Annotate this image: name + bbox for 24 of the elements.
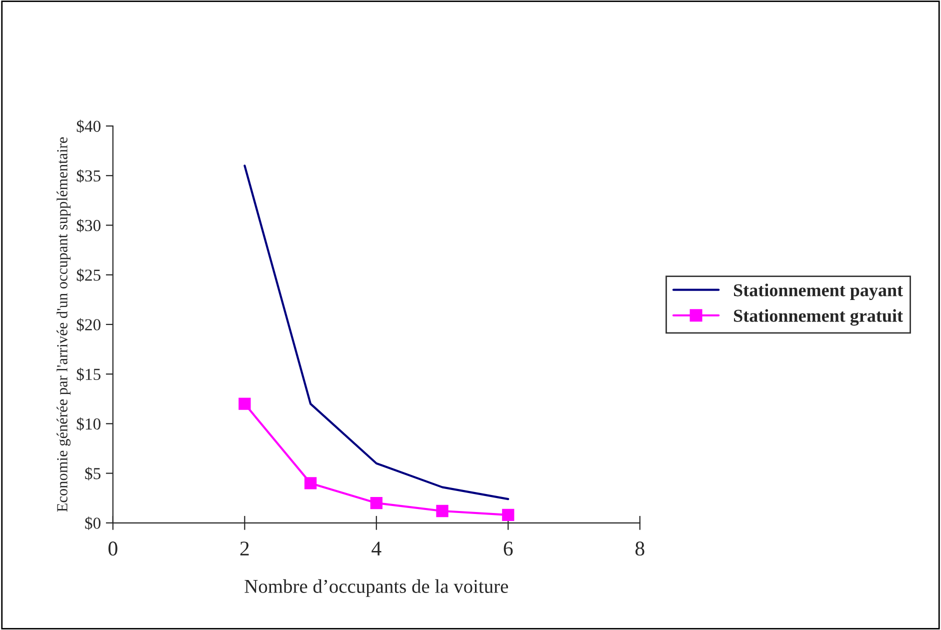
y-tick-label: $30 bbox=[76, 218, 100, 232]
y-tick-label: $35 bbox=[76, 169, 100, 183]
legend-label: Stationnement gratuit bbox=[734, 309, 903, 326]
point bbox=[370, 496, 382, 510]
y-tick-label: $40 bbox=[76, 120, 100, 134]
x-tick-label: 4 bbox=[372, 542, 382, 556]
y-tick-label: $10 bbox=[76, 417, 100, 431]
y-tick-label: $25 bbox=[76, 268, 100, 282]
line-series bbox=[244, 164, 510, 500]
point bbox=[304, 477, 317, 490]
x-tick-label: 6 bbox=[504, 542, 513, 556]
point bbox=[502, 508, 514, 522]
y-axis-title: Economie générée par l'arrivée d'un occupant supplémentaire bbox=[56, 137, 71, 512]
y-tick-label: $20 bbox=[76, 318, 100, 332]
x-tick-label: 2 bbox=[240, 542, 249, 556]
x-tick-label: 0 bbox=[108, 542, 118, 556]
y-tick-label: $0 bbox=[85, 516, 100, 530]
y-tick-label: $15 bbox=[76, 368, 100, 382]
legend-label: Stationnement payant bbox=[734, 284, 903, 300]
y-tick-label: $5 bbox=[85, 467, 100, 480]
x-tick-label: 8 bbox=[635, 542, 644, 556]
x-axis-title: Nombre d’occupants de la voiture bbox=[244, 579, 508, 597]
point bbox=[238, 398, 251, 410]
point bbox=[436, 504, 448, 518]
